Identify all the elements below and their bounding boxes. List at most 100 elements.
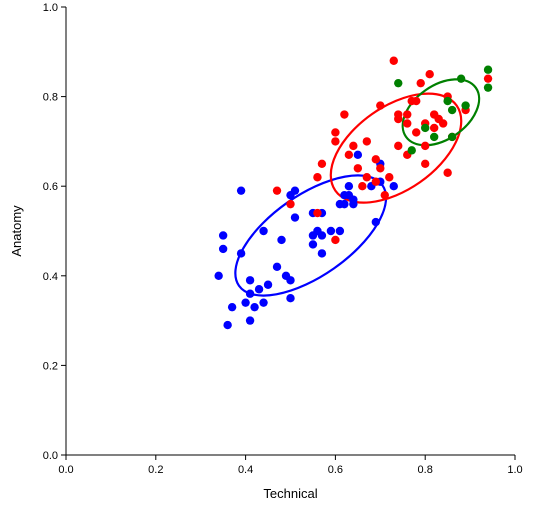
data-point: [272, 186, 282, 195]
data-point: [263, 280, 273, 289]
data-point: [403, 119, 412, 128]
data-point: [394, 110, 403, 119]
data-point: [358, 182, 367, 191]
data-point: [308, 240, 318, 249]
data-point: [250, 302, 259, 312]
data-point: [290, 213, 300, 222]
data-point: [326, 226, 336, 236]
data-point: [483, 74, 493, 83]
data-point: [340, 199, 349, 209]
data-point: [218, 244, 228, 254]
data-point: [236, 186, 246, 195]
data-point: [371, 217, 381, 227]
y-ticks: 0.0 0.2 0.4 0.6 0.8 1.0: [43, 2, 66, 462]
data-point: [429, 132, 439, 142]
data-point: [277, 235, 286, 245]
data-point: [349, 195, 358, 204]
data-point: [331, 235, 340, 245]
data-point: [371, 177, 381, 186]
data-point: [218, 231, 228, 240]
x-tick-label: 0.0: [58, 464, 73, 476]
data-point: [317, 231, 327, 240]
x-ticks: 0.0 0.2 0.4 0.6 0.8 1.0: [58, 455, 523, 476]
x-tick-label: 0.8: [418, 464, 433, 476]
data-point: [286, 294, 295, 303]
data-point: [443, 96, 452, 106]
data-point: [254, 285, 264, 294]
y-tick-label: 1.0: [43, 2, 58, 14]
x-tick-label: 0.6: [328, 464, 343, 476]
data-point: [371, 155, 381, 164]
data-point: [429, 123, 439, 133]
data-point: [308, 231, 318, 240]
data-point: [313, 208, 322, 218]
data-point: [290, 186, 300, 195]
y-axis-label: Anatomy: [9, 205, 24, 257]
data-point: [403, 110, 412, 119]
data-point: [425, 70, 434, 79]
y-tick-label: 0.8: [43, 92, 58, 104]
data-point: [286, 199, 295, 209]
data-point: [340, 110, 349, 119]
data-point: [412, 96, 421, 106]
data-point: [412, 128, 421, 137]
y-tick-label: 0.4: [43, 271, 58, 283]
data-point: [385, 173, 394, 182]
data-point: [236, 249, 246, 258]
data-point: [443, 168, 452, 177]
x-tick-label: 1.0: [507, 464, 522, 476]
data-point: [421, 141, 430, 151]
data-point: [407, 146, 416, 155]
data-point: [272, 262, 282, 272]
x-axis-label: Technical: [263, 486, 317, 501]
data-point: [331, 137, 340, 146]
data-point: [421, 159, 430, 168]
data-point: [259, 226, 268, 236]
data-point: [362, 173, 372, 182]
data-point: [245, 316, 255, 325]
data-point: [376, 164, 385, 173]
confidence-ellipse: [329, 92, 463, 204]
data-point: [389, 56, 398, 65]
data-point: [286, 276, 295, 285]
data-point: [461, 101, 470, 110]
x-tick-label: 0.2: [148, 464, 163, 476]
data-point: [344, 182, 354, 191]
data-point: [447, 132, 457, 142]
data-point: [421, 123, 430, 133]
data-point: [447, 105, 457, 115]
y-tick-label: 0.0: [43, 450, 58, 462]
data-point: [245, 289, 255, 298]
y-tick-label: 0.2: [43, 360, 58, 372]
axes: [65, 7, 515, 456]
data-point: [362, 137, 372, 146]
x-tick-label: 0.4: [238, 464, 253, 476]
data-point: [394, 78, 403, 88]
data-point: [317, 159, 327, 168]
data-point: [340, 190, 349, 200]
data-point: [227, 302, 237, 312]
data-point: [335, 226, 345, 236]
data-point: [331, 128, 340, 137]
data-point: [376, 101, 385, 110]
data-point: [259, 298, 268, 307]
data-point: [313, 173, 322, 182]
data-point: [353, 150, 363, 160]
data-point: [416, 78, 425, 88]
data-point: [214, 271, 223, 280]
data-point: [483, 65, 493, 74]
data-point: [353, 164, 363, 173]
data-point: [389, 182, 398, 191]
y-tick-label: 0.6: [43, 181, 58, 193]
data-point: [380, 190, 389, 200]
data-point: [344, 150, 354, 160]
confidence-ellipse: [401, 78, 481, 147]
data-point: [317, 249, 327, 258]
data-point: [456, 74, 466, 83]
data-point: [483, 83, 493, 92]
data-point: [223, 320, 232, 330]
data-point: [438, 119, 448, 128]
data-point: [394, 141, 403, 151]
point-layer: [214, 56, 493, 330]
